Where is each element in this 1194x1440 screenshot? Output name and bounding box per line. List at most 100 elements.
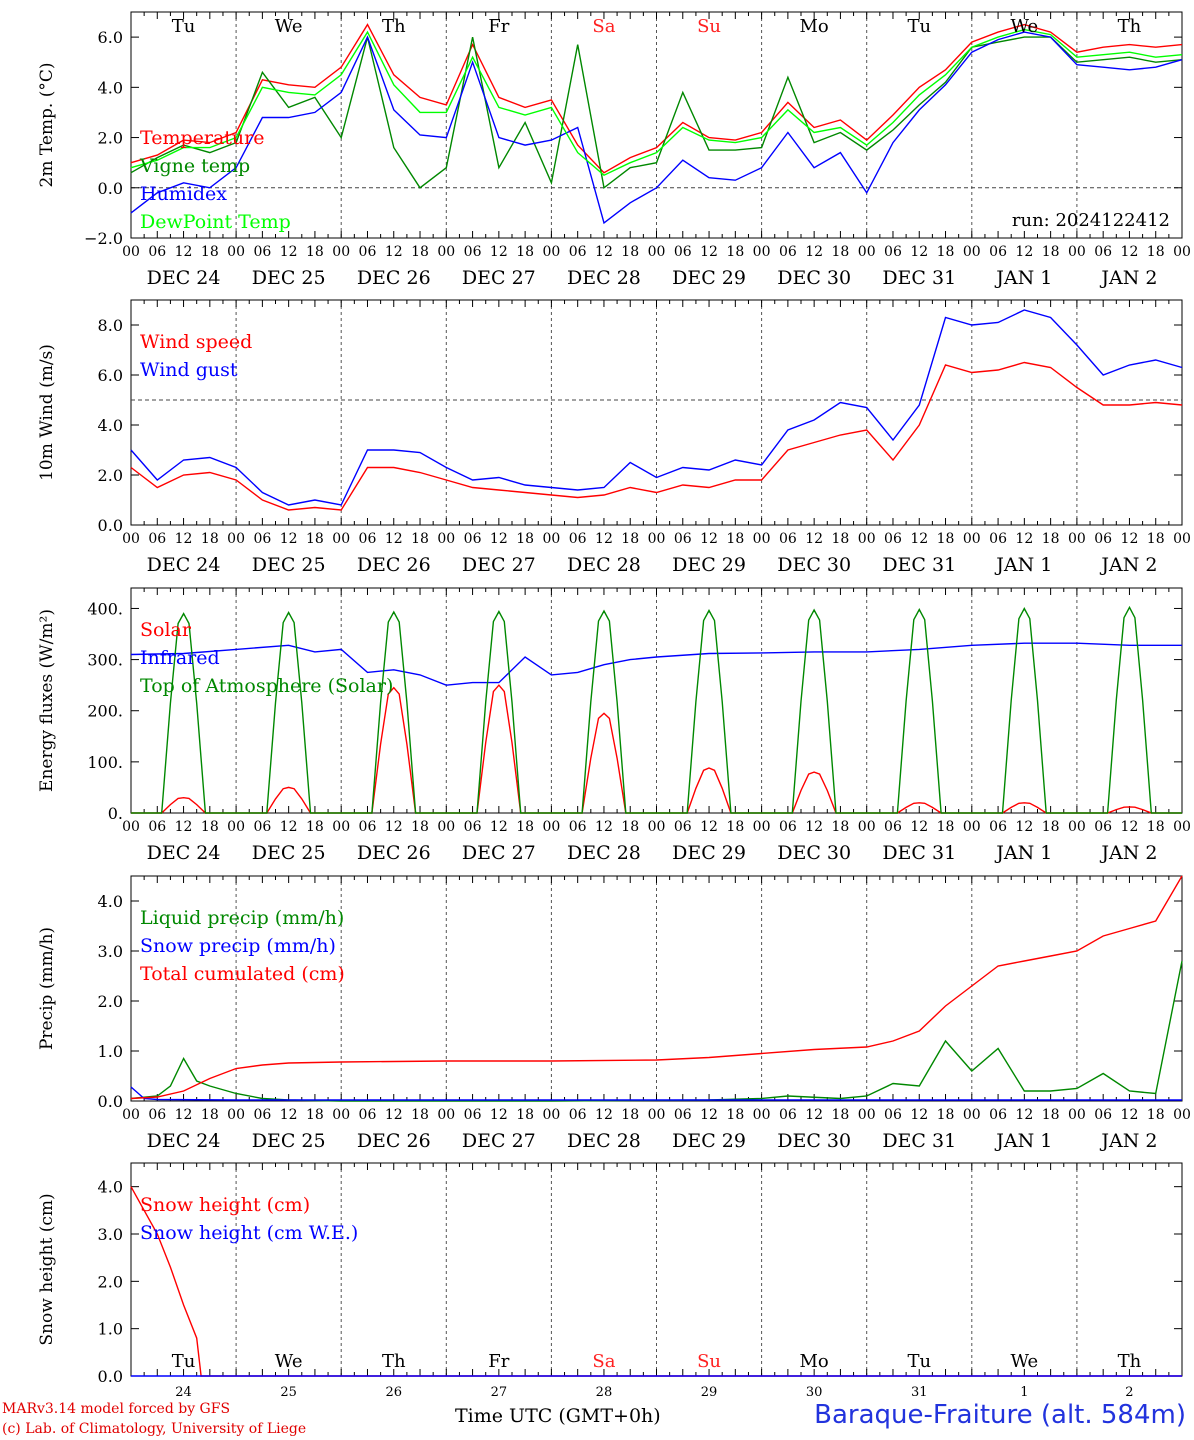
date-label: JAN 2 <box>1099 842 1157 864</box>
legend-entry: Top of Atmosphere (Solar) <box>140 675 393 697</box>
hour-tick-label: 00 <box>858 531 876 547</box>
hour-tick-label: 18 <box>726 531 744 547</box>
date-label: DEC 26 <box>357 842 431 864</box>
hour-tick-label: 12 <box>490 244 508 260</box>
hour-tick-label: 12 <box>910 819 928 835</box>
date-label: DEC 29 <box>672 554 746 576</box>
hour-tick-label: 00 <box>437 244 455 260</box>
time-axis-label: Time UTC (GMT+0h) <box>455 1405 661 1427</box>
date-label: DEC 28 <box>567 842 641 864</box>
hour-tick-label: 00 <box>332 1107 350 1123</box>
y-tick-label: −2.0 <box>84 229 123 248</box>
day-number-label: 25 <box>280 1385 297 1400</box>
hour-tick-label: 06 <box>674 1107 692 1123</box>
hour-tick-label: 12 <box>385 1107 403 1123</box>
y-tick-label: 2.0 <box>98 1272 123 1291</box>
hour-tick-label: 18 <box>411 531 429 547</box>
day-number-label: 27 <box>491 1385 508 1400</box>
hour-tick-label: 06 <box>359 819 377 835</box>
hour-tick-label: 12 <box>910 1107 928 1123</box>
date-label: JAN 1 <box>994 554 1052 576</box>
hour-tick-label: 18 <box>1147 531 1165 547</box>
legend-entry: Temperature <box>140 127 264 149</box>
hour-tick-label: 18 <box>201 244 219 260</box>
hour-tick-label: 00 <box>542 244 560 260</box>
hour-tick-label: 12 <box>175 819 193 835</box>
hour-tick-label: 00 <box>753 819 771 835</box>
hour-tick-label: 06 <box>674 531 692 547</box>
hour-tick-label: 18 <box>306 819 324 835</box>
day-number-label: 26 <box>385 1385 402 1400</box>
legend-entry: Snow height (cm) <box>140 1194 310 1216</box>
weekday-label: Tu <box>907 1351 931 1372</box>
date-label: DEC 26 <box>357 1130 431 1152</box>
hour-tick-label: 18 <box>1042 244 1060 260</box>
day-number-label: 28 <box>596 1385 613 1400</box>
panel-3: 0. 100. 200. 300. 400. Energy fluxes (W/m²) So… <box>37 587 1191 864</box>
hour-tick-label: 12 <box>1121 819 1139 835</box>
weekday-label: We <box>275 16 303 37</box>
hour-tick-label: 18 <box>1042 531 1060 547</box>
date-label: DEC 24 <box>147 267 221 289</box>
hour-tick-label: 00 <box>1068 819 1086 835</box>
weekday-label: Tu <box>907 16 931 37</box>
hour-tick-label: 18 <box>832 1107 850 1123</box>
series-line <box>130 642 1182 686</box>
hour-tick-label: 00 <box>332 531 350 547</box>
hour-tick-label: 18 <box>726 1107 744 1123</box>
hour-tick-label: 06 <box>989 819 1007 835</box>
hour-tick-label: 18 <box>937 819 955 835</box>
hour-tick-label: 18 <box>1042 819 1060 835</box>
y-tick-label: 0.0 <box>98 1092 123 1111</box>
hour-tick-label: 06 <box>674 819 692 835</box>
hour-tick-label: 00 <box>648 531 666 547</box>
hour-tick-label: 18 <box>937 1107 955 1123</box>
hour-tick-label: 00 <box>122 819 140 835</box>
hour-tick-label: 06 <box>253 1107 271 1123</box>
legend-entry: Wind speed <box>140 331 252 353</box>
station-title: Baraque-Fraiture (alt. 584m) <box>814 1400 1186 1430</box>
legend-entry: Humidex <box>140 183 227 205</box>
hour-tick-label: 12 <box>1121 244 1139 260</box>
y-tick-label: 1.0 <box>98 1042 123 1061</box>
legend-entry: Vigne temp <box>139 155 250 177</box>
hour-tick-label: 12 <box>805 819 823 835</box>
lab-credit: (c) Lab. of Climatology, University of L… <box>2 1421 307 1437</box>
date-label: DEC 31 <box>882 1130 956 1152</box>
hour-tick-label: 00 <box>1068 531 1086 547</box>
date-label: DEC 24 <box>147 554 221 576</box>
y-tick-label: 0.0 <box>98 516 123 535</box>
y-tick-label: 400. <box>87 599 123 618</box>
date-label: JAN 1 <box>994 267 1052 289</box>
y-tick-label: 4.0 <box>98 892 123 911</box>
date-label: JAN 2 <box>1099 267 1157 289</box>
hour-tick-label: 18 <box>726 244 744 260</box>
hour-tick-label: 06 <box>253 244 271 260</box>
hour-tick-label: 12 <box>175 531 193 547</box>
panel-5: 0.0 1.0 2.0 3.0 4.0 Snow height (cm) Snow heig… <box>37 1162 1183 1400</box>
y-axis-label: 2m Temp. (°C) <box>37 62 57 187</box>
hour-tick-label: 00 <box>227 531 245 547</box>
date-label: DEC 28 <box>567 554 641 576</box>
hour-tick-label: 18 <box>1147 1107 1165 1123</box>
legend-entry: Liquid precip (mm/h) <box>140 907 344 929</box>
panel-1: −2.0 0.0 2.0 4.0 6.0 2m Temp. (°C) Temperature… <box>37 11 1191 289</box>
hour-tick-label: 00 <box>1173 1107 1191 1123</box>
hour-tick-label: 00 <box>437 531 455 547</box>
hour-tick-label: 00 <box>963 819 981 835</box>
hour-tick-label: 12 <box>805 531 823 547</box>
hour-tick-label: 00 <box>753 1107 771 1123</box>
weekday-label: Sa <box>592 1351 615 1372</box>
hour-tick-label: 06 <box>253 819 271 835</box>
hour-tick-label: 12 <box>805 244 823 260</box>
hour-tick-label: 00 <box>1173 244 1191 260</box>
model-credit: MARv3.14 model forced by GFS <box>2 1401 231 1417</box>
hour-tick-label: 12 <box>805 1107 823 1123</box>
hour-tick-label: 18 <box>1147 819 1165 835</box>
y-axis-label: 10m Wind (m/s) <box>37 344 57 481</box>
hour-tick-label: 18 <box>306 244 324 260</box>
hour-tick-label: 18 <box>516 531 534 547</box>
hour-tick-label: 18 <box>937 244 955 260</box>
hour-tick-label: 06 <box>148 1107 166 1123</box>
